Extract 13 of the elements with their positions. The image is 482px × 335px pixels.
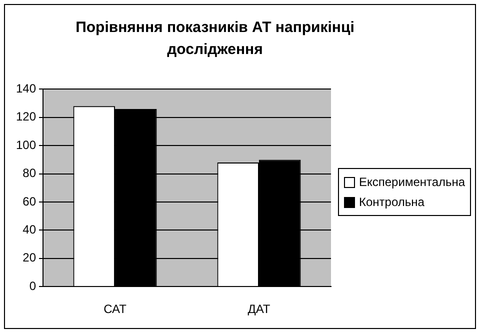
y-tick-label: 60 <box>22 194 36 208</box>
legend-label: Експериментальна <box>359 175 466 189</box>
legend-label: Контрольна <box>359 195 424 209</box>
y-tick-label: 120 <box>16 110 36 124</box>
x-tick-label: САТ <box>104 302 128 316</box>
y-tick-label: 80 <box>22 166 36 180</box>
y-tick-label: 20 <box>22 250 36 265</box>
y-tick-label: 140 <box>16 82 36 96</box>
y-tick-label: 40 <box>22 222 36 237</box>
y-tick-label: 100 <box>16 138 36 152</box>
x-tick-label: ДАТ <box>248 302 271 316</box>
y-tick-label: 0 <box>29 278 36 293</box>
chart-title: Порівняння показників АТ наприкінці дослідження <box>74 18 356 60</box>
